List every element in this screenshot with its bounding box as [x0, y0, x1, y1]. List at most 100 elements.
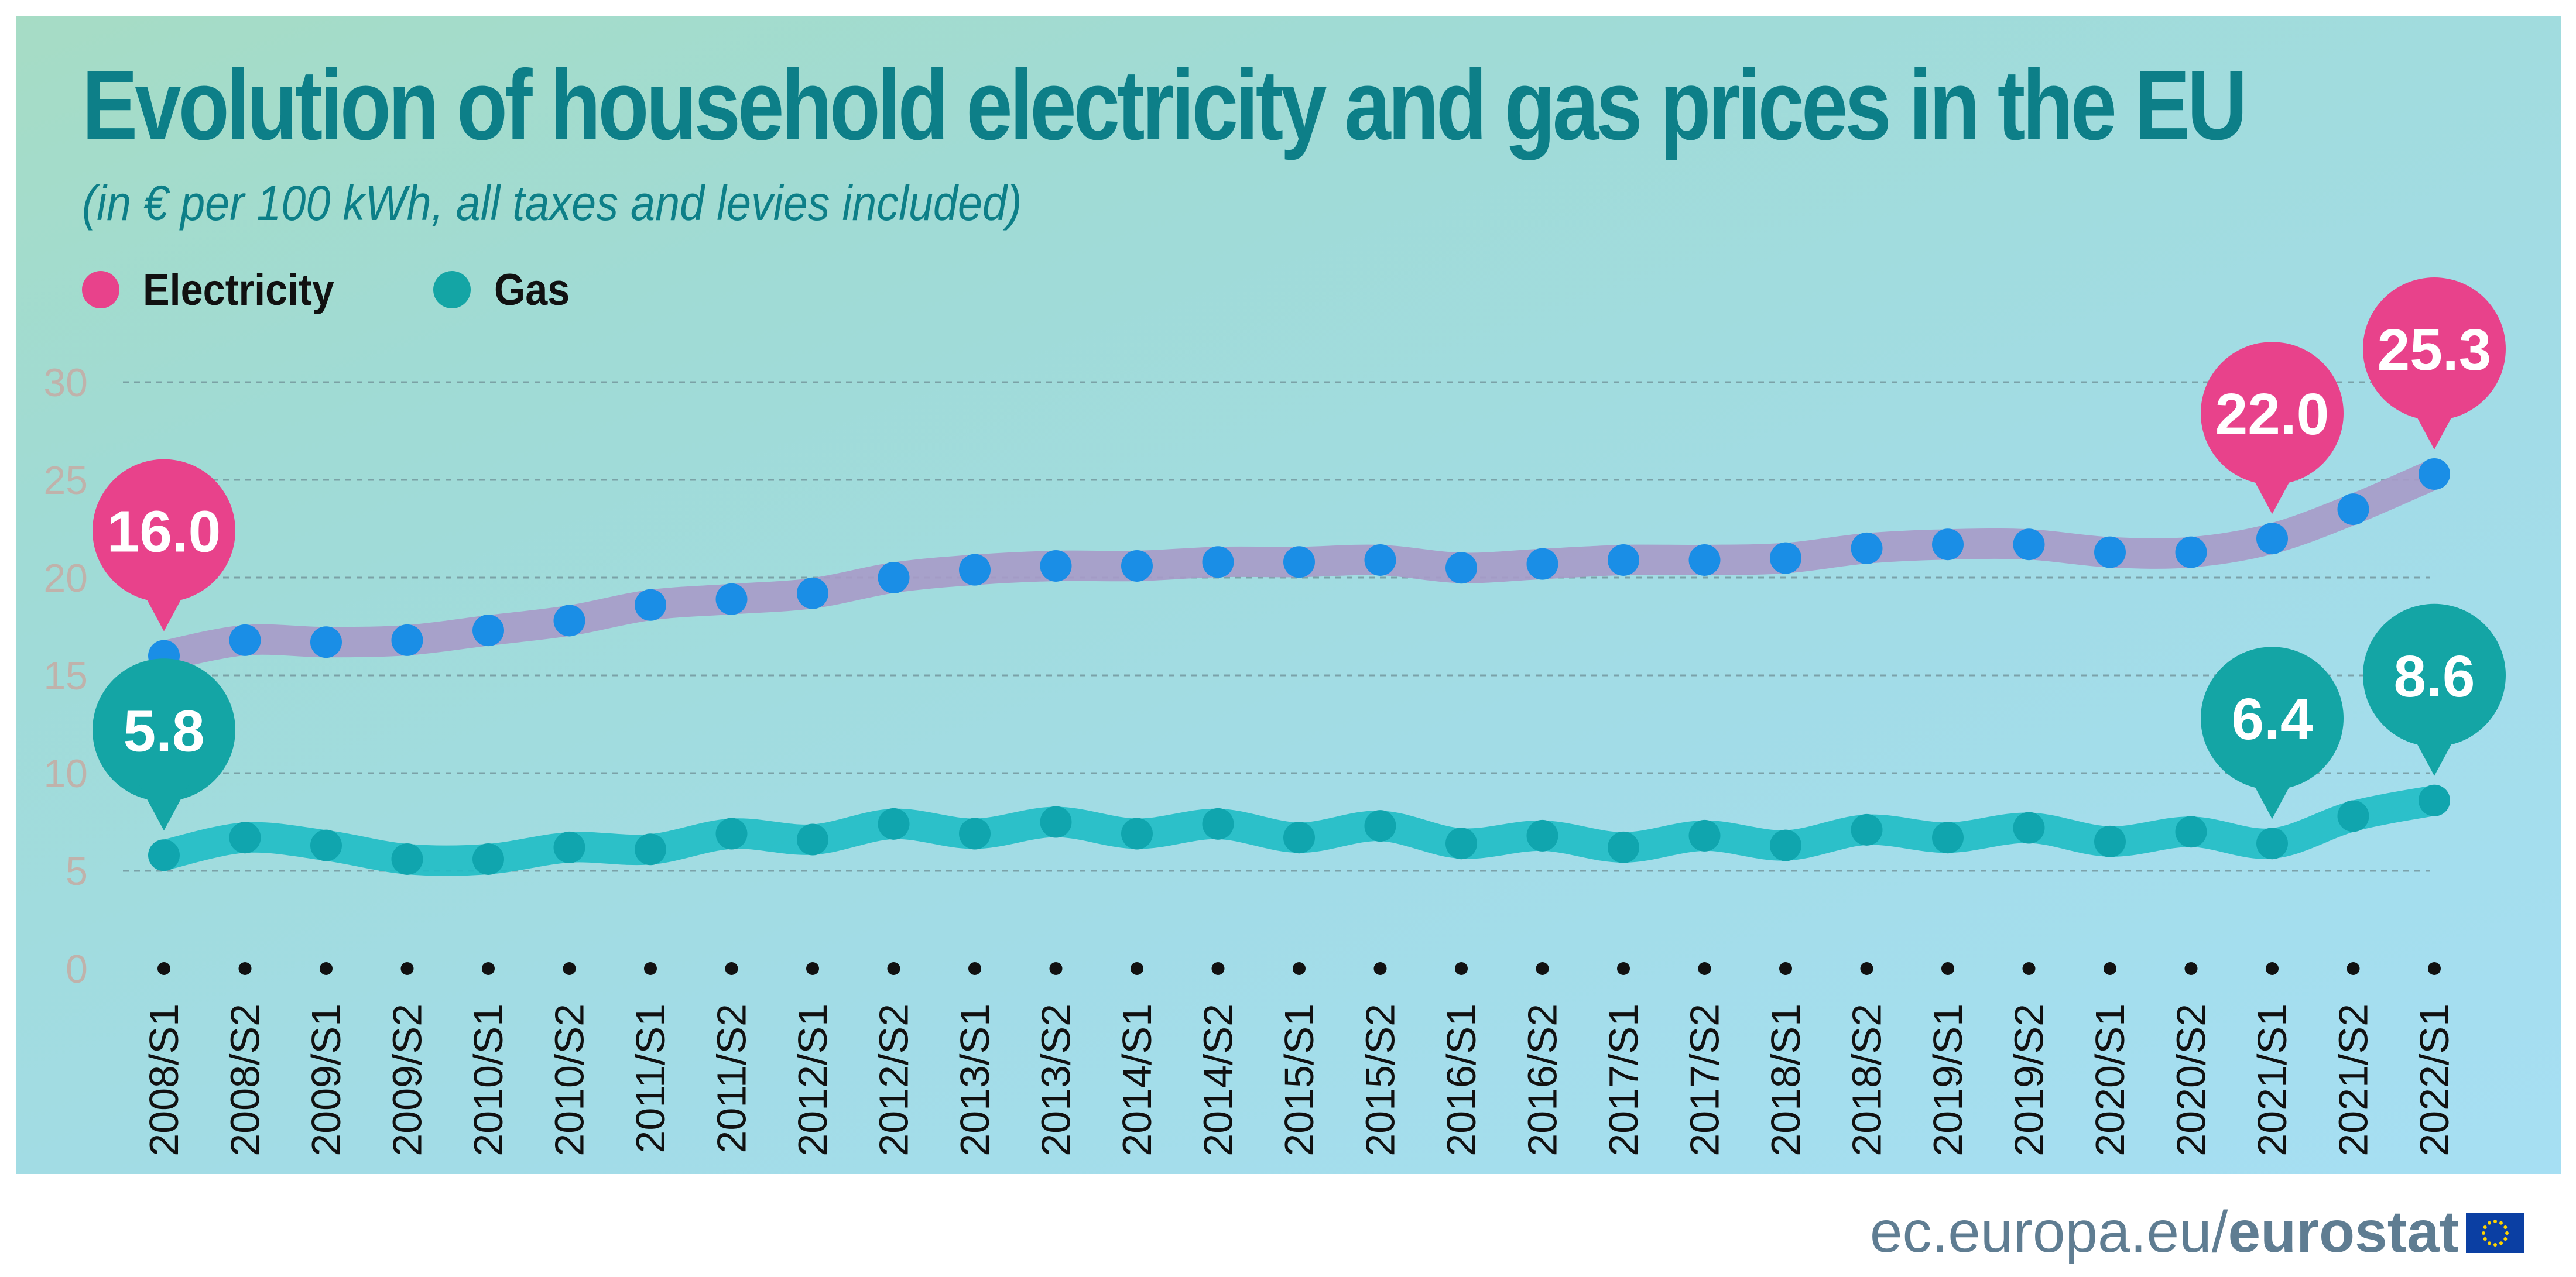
x-tick-label: 2019/S1: [1925, 1004, 1971, 1156]
data-point-electricity: [2337, 493, 2369, 526]
footer-brand: eurostat: [2228, 1199, 2459, 1265]
callout-pointer: [2410, 403, 2459, 449]
x-axis-dot: [1373, 962, 1387, 975]
data-point-electricity: [472, 615, 504, 647]
data-point-electricity: [2013, 528, 2045, 561]
x-axis-dot: [400, 962, 414, 975]
x-axis-dot: [1293, 962, 1306, 975]
chart-title: Evolution of household electricity and g…: [82, 50, 2248, 161]
data-point-gas: [2175, 816, 2207, 848]
x-tick-label: 2017/S2: [1682, 1004, 1728, 1156]
data-point-electricity: [1608, 544, 1639, 576]
x-axis-dot: [320, 962, 333, 975]
data-point-gas: [2337, 800, 2369, 832]
data-point-electricity: [715, 583, 748, 615]
data-point-electricity: [797, 577, 828, 609]
x-tick-label: 2022/S1: [2411, 1004, 2457, 1156]
x-tick-label: 2018/S2: [1844, 1004, 1890, 1156]
data-point-gas: [2419, 784, 2450, 816]
data-point-electricity: [229, 624, 261, 656]
x-axis-dot: [482, 962, 495, 975]
callout-pointer: [2248, 773, 2297, 819]
data-point-electricity: [1526, 548, 1558, 580]
data-point-gas: [1688, 819, 1721, 852]
x-axis-dot: [157, 962, 170, 975]
legend-item-electricity: Electricity: [82, 260, 355, 319]
x-axis-dot: [1617, 962, 1630, 975]
x-axis-dot: [1860, 962, 1873, 975]
x-tick-label: 2011/S2: [709, 1004, 755, 1154]
data-point-gas: [959, 818, 991, 850]
x-tick-label: 2013/S1: [952, 1004, 998, 1156]
x-tick-label: 2021/S2: [2331, 1004, 2376, 1156]
data-point-gas: [797, 823, 828, 856]
callout-bubble: [93, 658, 235, 802]
data-point-gas: [553, 831, 585, 863]
x-tick-label: 2010/S2: [547, 1004, 592, 1156]
x-tick-label: 2012/S2: [871, 1004, 917, 1156]
x-tick-label: 2015/S1: [1276, 1004, 1322, 1156]
callout-label: 6.4: [2231, 686, 2313, 752]
data-point-electricity: [1202, 546, 1234, 578]
x-axis-dot: [238, 962, 252, 975]
data-point-electricity: [2256, 523, 2288, 555]
y-tick-label: 5: [66, 849, 88, 894]
x-axis-dot: [2428, 962, 2441, 975]
data-point-gas: [715, 818, 748, 850]
data-point-electricity: [878, 562, 910, 593]
callout-pointer: [2248, 468, 2297, 514]
x-axis-dot: [887, 962, 900, 975]
data-point-gas: [391, 843, 423, 875]
data-point-gas: [2256, 828, 2288, 860]
data-point-gas: [1526, 819, 1558, 852]
data-point-electricity: [2419, 458, 2450, 490]
callout-gas: 8.6: [2363, 603, 2506, 776]
callout-label: 25.3: [2378, 317, 2492, 383]
x-axis-dot: [2022, 962, 2036, 975]
x-axis-dot: [1131, 962, 1143, 975]
data-point-electricity: [391, 624, 423, 656]
x-tick-label: 2021/S1: [2249, 1004, 2295, 1156]
data-point-electricity: [1770, 542, 1801, 574]
x-axis-dot: [2347, 962, 2360, 975]
data-point-electricity: [635, 589, 666, 621]
x-axis-dot: [1779, 962, 1792, 975]
data-point-gas: [635, 833, 666, 866]
x-tick-label: 2015/S2: [1358, 1004, 1403, 1156]
data-point-electricity: [1688, 544, 1721, 576]
x-tick-label: 2009/S2: [385, 1004, 430, 1156]
data-point-gas: [1283, 822, 1315, 854]
x-axis-dot: [806, 962, 819, 975]
callout-gas: 5.8: [93, 658, 235, 831]
x-axis-dot: [1698, 962, 1711, 975]
x-tick-label: 2018/S1: [1763, 1004, 1808, 1156]
data-point-gas: [148, 839, 180, 871]
data-point-electricity: [1445, 552, 1477, 584]
data-point-electricity: [553, 605, 585, 637]
y-tick-label: 0: [66, 947, 88, 991]
eu-flag-icon: [2466, 1213, 2524, 1253]
x-axis-dot: [2266, 962, 2279, 975]
legend-item-gas: Gas: [433, 260, 578, 319]
callout-bubble: [2201, 647, 2344, 790]
x-tick-label: 2019/S2: [2006, 1004, 2052, 1156]
x-axis-dot: [1455, 962, 1468, 975]
x-tick-label: 2014/S2: [1195, 1004, 1241, 1156]
data-point-gas: [1364, 810, 1396, 842]
data-point-electricity: [1040, 550, 1072, 582]
data-point-electricity: [2175, 536, 2207, 568]
y-tick-label: 20: [43, 556, 88, 600]
callout-bubble: [2363, 277, 2506, 420]
data-point-gas: [2094, 825, 2126, 857]
data-point-electricity: [2094, 536, 2126, 568]
x-tick-label: 2014/S1: [1114, 1004, 1160, 1156]
data-point-gas: [1202, 808, 1234, 840]
y-tick-label: 15: [43, 654, 88, 698]
y-tick-label: 25: [43, 458, 88, 503]
data-point-gas: [1851, 813, 1883, 846]
x-tick-label: 2010/S1: [465, 1004, 511, 1156]
x-axis-dot: [1536, 962, 1549, 975]
callout-electricity: 22.0: [2201, 342, 2344, 514]
x-tick-label: 2013/S2: [1033, 1004, 1079, 1156]
x-tick-label: 2016/S2: [1520, 1004, 1566, 1156]
